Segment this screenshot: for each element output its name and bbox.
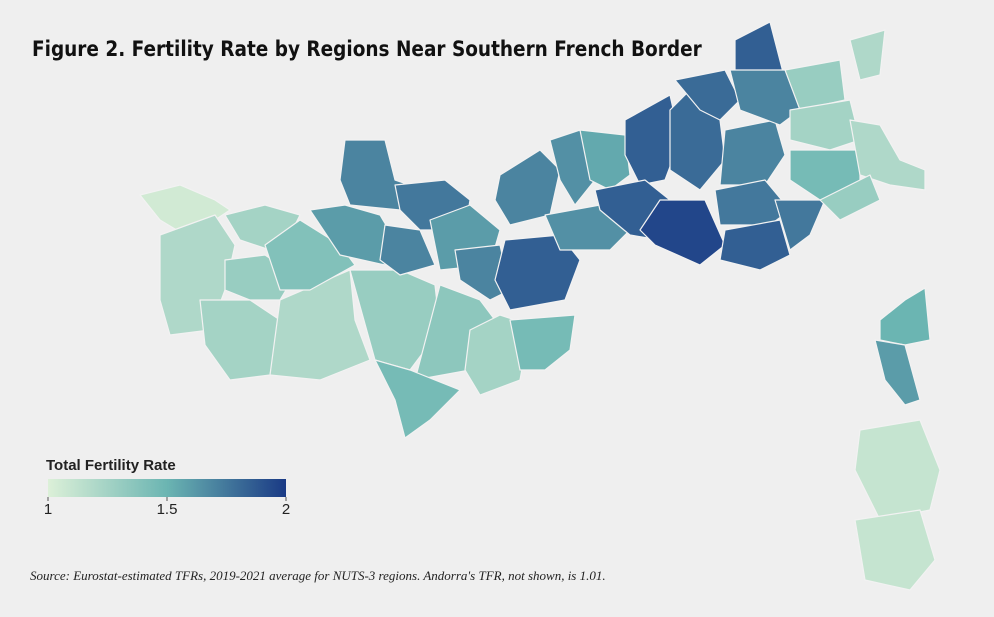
region [624,94,681,186]
map [139,21,941,591]
region [849,29,886,81]
legend-tick-label: 2 [282,501,290,518]
title: Figure 2. Fertility Rate by Regions Near… [32,37,702,61]
region [874,339,921,406]
region [819,174,881,221]
region [719,219,791,271]
legend-title: Total Fertility Rate [46,457,176,474]
legend-bar [48,479,286,497]
region [379,224,436,276]
region [849,119,926,191]
region [854,509,936,591]
region [199,299,281,381]
region [639,199,726,266]
region [719,119,786,186]
region [264,219,356,291]
source-note: Source: Eurostat-estimated TFRs, 2019-20… [30,568,606,583]
legend-tick-label: 1 [44,501,52,518]
region [774,199,826,251]
region [784,59,846,111]
region [454,244,511,301]
region [879,287,931,346]
region [374,359,461,439]
region [579,129,631,191]
legend-tick-label: 1.5 [157,501,178,518]
region [509,314,576,371]
region [674,69,741,121]
region [854,419,941,521]
region [789,99,861,151]
